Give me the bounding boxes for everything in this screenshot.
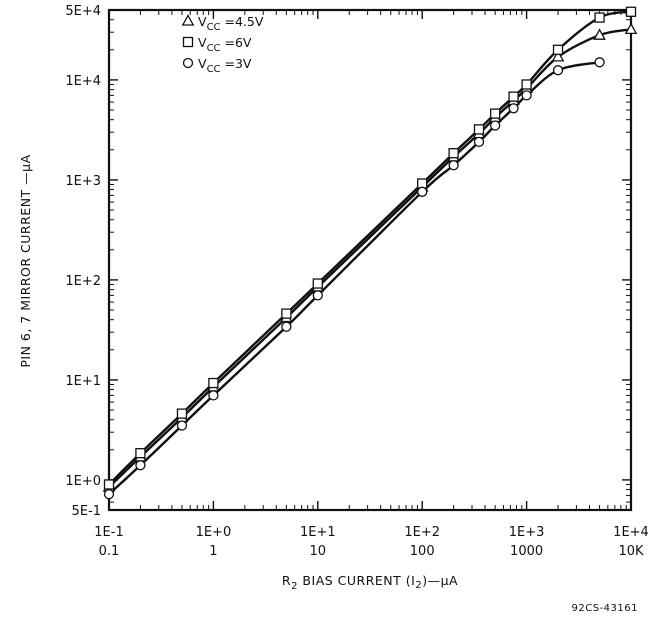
series-point-square	[508, 91, 519, 102]
series-point-square	[208, 377, 219, 389]
y-tick-label: 1E+1	[65, 374, 101, 389]
series-point-square	[521, 79, 532, 90]
y-tick-label: 1E+0	[65, 474, 101, 489]
x-tick-sublabel: 1	[209, 544, 217, 559]
series-point-square	[490, 108, 501, 119]
series-point-square	[281, 308, 292, 319]
series-point-square	[625, 6, 637, 17]
x-tick-sublabel: 100	[410, 544, 435, 559]
y-tick-label: 1E+4	[65, 74, 101, 89]
y-tick-label: 1E+2	[65, 274, 101, 289]
series-markers	[102, 6, 638, 500]
series-point-circle	[208, 390, 219, 401]
legend-marker-circle	[182, 57, 194, 69]
x-tick-sublabel: 1000	[510, 544, 543, 559]
series-point-circle	[103, 489, 115, 500]
series-point-triangle	[593, 28, 606, 40]
plot-frame	[107, 8, 633, 512]
series-point-circle	[594, 57, 605, 68]
series-point-square	[312, 278, 323, 289]
series-point-square	[135, 448, 146, 459]
series-point-square	[594, 12, 605, 23]
x-axis-title-sub: 2	[291, 581, 298, 592]
series-point-circle	[312, 290, 323, 301]
series-point-triangle	[624, 22, 638, 35]
x-tick-sublabel: 0.1	[99, 544, 120, 559]
series-point-circle	[521, 90, 532, 101]
series-point-circle	[552, 65, 564, 76]
series-point-square	[448, 148, 459, 159]
series-point-circle	[508, 103, 519, 114]
x-tick-sublabel: 10	[310, 544, 327, 559]
series-point-square	[103, 479, 115, 490]
series-point-circle	[281, 321, 292, 332]
axis-ticks: 1E-1 0.1 1E+0 1 1E+1 10 1E+2 100 1E+3 1000 1E+4 10K…	[65, 4, 648, 559]
y-tick-label: 1E+3	[65, 174, 101, 189]
series-point-circle	[135, 460, 146, 471]
x-tick-label: 1E+1	[300, 525, 336, 540]
x-axis-title-sub2: 2	[415, 580, 422, 591]
x-tick-label: 1E+2	[404, 525, 440, 540]
x-axis-title: R2 BIAS CURRENT (I2)—µA	[282, 573, 458, 592]
legend-label-triangle: VCC =4.5V	[198, 14, 264, 33]
legend-label-square: VCC =6V	[198, 35, 252, 54]
series-point-circle	[490, 120, 501, 131]
legend-marker-square	[182, 36, 194, 48]
legend: VCC =4.5V VCC =6V VCC =3V	[181, 14, 264, 75]
y-tick-label: 5E-1	[72, 504, 101, 519]
y-axis-title: PIN 6, 7 MIRROR CURRENT —µA	[18, 154, 33, 367]
x-tick-label: 1E+3	[509, 525, 545, 540]
x-tick-sublabel: 10K	[618, 544, 644, 559]
y-tick-label: 5E+4	[65, 4, 101, 19]
x-axis-title-end: )—µA	[422, 573, 458, 588]
series-point-circle	[176, 420, 188, 431]
series-point-circle	[448, 160, 459, 171]
series-point-circle	[473, 136, 485, 148]
figure-code: 92CS-43161	[572, 603, 638, 614]
x-tick-label: 1E+0	[196, 525, 232, 540]
x-tick-label: 1E-1	[94, 525, 123, 540]
legend-label-circle: VCC =3V	[198, 56, 252, 75]
x-axis-title-r: R	[282, 573, 291, 588]
series-point-square	[552, 44, 564, 55]
series-point-square	[176, 408, 188, 419]
series-point-square	[473, 124, 485, 135]
series-line-triangle	[108, 28, 632, 488]
series-line-square	[108, 10, 632, 486]
series-point-triangle	[551, 49, 565, 62]
legend-marker-triangle	[181, 14, 195, 26]
x-tick-label: 1E+4	[613, 525, 649, 540]
x-axis-title-rest: BIAS CURRENT (I	[298, 573, 415, 588]
series-point-circle	[417, 186, 428, 197]
